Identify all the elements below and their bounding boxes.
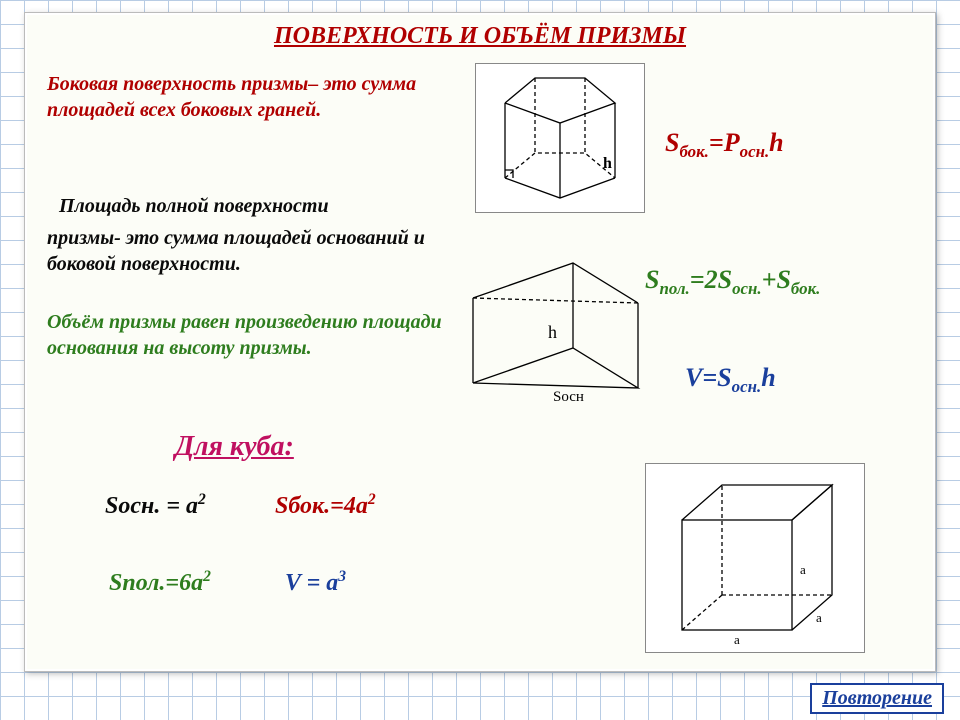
f-spolc-lhs: Sпол.=6a — [109, 570, 203, 596]
pentagonal-prism-svg: h — [480, 68, 640, 208]
f-spol-eq: =2 — [690, 265, 718, 294]
cube-heading: Для куба: — [175, 431, 294, 463]
f-sbok-h: h — [769, 128, 783, 157]
formula-total-surface: Sпол.=2Sосн.+Sбок. — [645, 265, 820, 299]
f-spol-s2: S — [718, 265, 732, 294]
formula-volume-cube: V = a3 — [285, 568, 346, 597]
f-sosn-lhs: Sосн. = a — [105, 493, 198, 519]
a-label-bottom: a — [734, 632, 740, 646]
a-label-side: a — [800, 562, 806, 577]
triangular-prism-svg: h Sосн — [453, 253, 653, 423]
f-spol-s: S — [645, 265, 659, 294]
f-vol-h: h — [761, 363, 775, 392]
definition-volume: Объём призмы равен произведению площади … — [47, 309, 447, 361]
f-sbok-eq: = — [709, 128, 724, 157]
f-vol-v: V= — [685, 363, 717, 392]
f-sbok-sub2: осн. — [740, 142, 770, 161]
a-label-right: a — [816, 610, 822, 625]
f-sbokc-lhs: Sбок.=4a — [275, 493, 368, 519]
f-spolc-sup: 2 — [203, 568, 211, 585]
f-spol-sub2: осн. — [732, 279, 762, 298]
f-sbok-s: S — [665, 128, 679, 157]
definition-total-line1: Площадь полной поверхности — [59, 193, 439, 219]
slide-panel: ПОВЕРХНОСТЬ И ОБЪЁМ ПРИЗМЫ Боковая повер… — [24, 12, 936, 672]
figure-triangular-prism: h Sосн — [453, 253, 653, 423]
formula-sbok-cube: Sбок.=4a2 — [275, 491, 376, 520]
formula-spol-cube: Sпол.=6a2 — [109, 568, 211, 597]
formula-lateral-surface: Sбок.=Pосн.h — [665, 128, 784, 162]
f-spol-s3: S — [776, 265, 790, 294]
f-vc-sup: 3 — [338, 568, 346, 585]
formula-volume: V=Sосн.h — [685, 363, 776, 397]
slide-title: ПОВЕРХНОСТЬ И ОБЪЁМ ПРИЗМЫ — [25, 23, 935, 50]
h-label-2: h — [548, 322, 557, 342]
repeat-button[interactable]: Повторение — [810, 683, 944, 714]
h-label-1: h — [603, 155, 612, 172]
f-sbokc-sup: 2 — [368, 491, 376, 508]
f-spol-sub1: пол. — [659, 279, 689, 298]
f-sbok-sub1: бок. — [679, 142, 708, 161]
f-vol-sub: осн. — [732, 377, 762, 396]
definition-total-line2: призмы- это сумма площадей оснований и б… — [47, 225, 447, 277]
sosn-label: Sосн — [553, 389, 584, 405]
cube-svg: a a a — [652, 470, 858, 646]
formula-sosn-cube: Sосн. = a2 — [105, 491, 206, 520]
definition-lateral: Боковая поверхность призмы– это сумма пл… — [47, 71, 427, 123]
f-spol-plus: + — [762, 265, 777, 294]
f-spol-sub3: бок. — [791, 279, 820, 298]
f-sbok-p: P — [724, 128, 740, 157]
f-vol-s: S — [717, 363, 731, 392]
f-sosn-sup: 2 — [198, 491, 206, 508]
figure-cube: a a a — [645, 463, 865, 653]
f-vc-lhs: V = a — [285, 570, 338, 596]
figure-pentagonal-prism: h — [475, 63, 645, 213]
